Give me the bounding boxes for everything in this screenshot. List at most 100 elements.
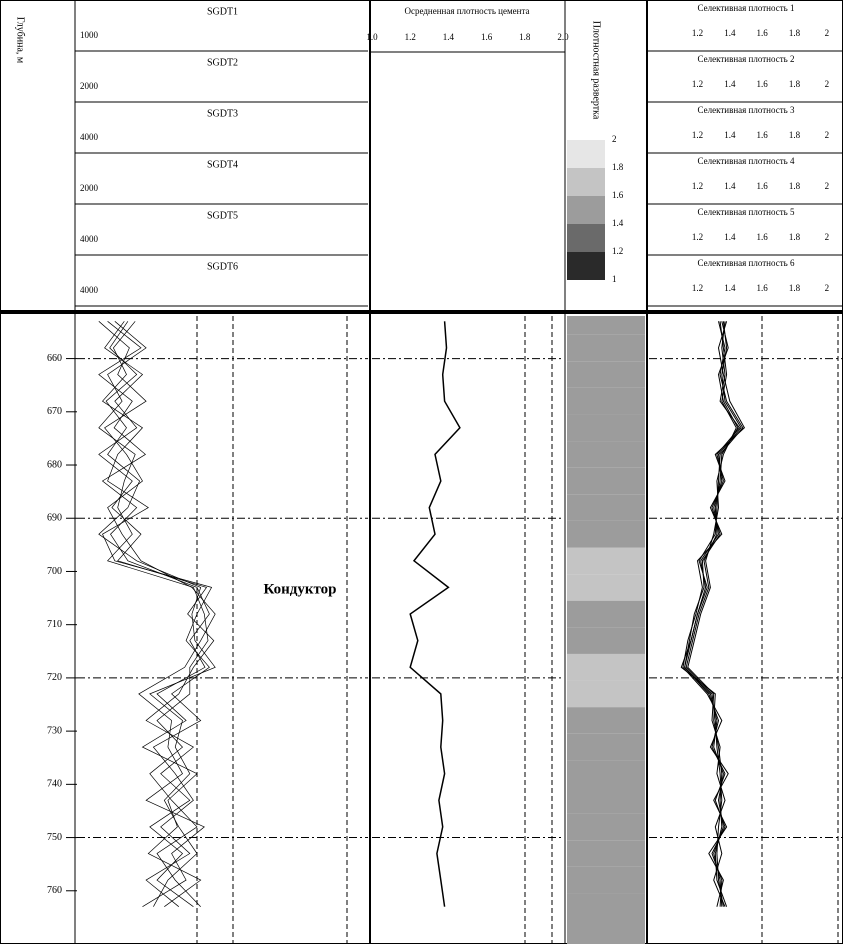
log-curve [101, 321, 213, 907]
y-tick-label: 740 [47, 779, 62, 790]
legend-tick-label: 1.2 [612, 246, 623, 256]
y-tick-label: 710 [47, 619, 62, 630]
x-tick-label: 1.6 [757, 283, 769, 293]
log-curve [98, 321, 216, 907]
density-cell [567, 707, 645, 734]
x-tick-label: 1.2 [692, 232, 703, 242]
legend-tick-label: 1.4 [612, 218, 624, 228]
density-cell [567, 414, 645, 442]
x-tick-label: 1.6 [481, 32, 493, 42]
x-tick-label: 1.8 [789, 283, 801, 293]
legend-swatch [567, 252, 605, 280]
x-tick-label: 1.2 [692, 28, 703, 38]
track-title: Осредненная плотность цемента [404, 6, 529, 16]
x-tick-label: 1.8 [789, 232, 801, 242]
density-cell [567, 387, 645, 415]
density-cell [567, 893, 645, 944]
density-cell [567, 813, 645, 841]
x-tick-label: 1.4 [724, 181, 736, 191]
x-tick-label: 2 [825, 28, 830, 38]
legend-tick-label: 1.8 [612, 162, 624, 172]
density-cell [567, 520, 645, 548]
x-tick-label: 1.2 [692, 79, 703, 89]
y-tick-label: 760 [47, 885, 62, 896]
x-tick-label: 2 [825, 283, 830, 293]
density-cell [567, 361, 645, 388]
log-curve [687, 321, 737, 907]
y-tick-label: 680 [47, 459, 62, 470]
y-tick-label: 670 [47, 406, 62, 417]
scale-label: 4000 [80, 285, 99, 295]
y-tick-label: 660 [47, 353, 62, 364]
series-name: Селективная плотность 4 [698, 156, 795, 166]
density-cell [567, 574, 645, 601]
series-name: SGDT1 [207, 6, 238, 17]
density-cell [567, 840, 645, 867]
series-name: SGDT4 [207, 159, 238, 170]
x-tick-label: 1.4 [724, 232, 736, 242]
x-tick-label: 1.4 [443, 32, 455, 42]
log-curve [98, 321, 210, 907]
log-curve [682, 321, 746, 907]
depth-axis-label: Глубина, м [15, 17, 26, 64]
density-cell [567, 467, 645, 495]
series-name: Селективная плотность 2 [698, 54, 795, 64]
y-tick-label: 730 [47, 725, 62, 736]
x-tick-label: 2 [825, 79, 830, 89]
legend-tick-label: 1.6 [612, 190, 624, 200]
density-cell [567, 733, 645, 761]
x-tick-label: 1.4 [724, 28, 736, 38]
x-tick-label: 1.8 [789, 79, 801, 89]
series-name: Селективная плотность 6 [698, 258, 795, 268]
series-name: Селективная плотность 1 [698, 3, 795, 13]
annotation: Кондуктор [263, 581, 336, 597]
x-tick-label: 2 [825, 232, 830, 242]
legend-tick-label: 1 [612, 274, 617, 284]
density-cell [567, 653, 645, 681]
legend-swatch [567, 168, 605, 196]
log-curve [684, 321, 741, 907]
density-cell [567, 441, 645, 468]
y-tick-label: 690 [47, 513, 62, 524]
x-tick-label: 1.2 [405, 32, 416, 42]
series-name: SGDT6 [207, 261, 238, 272]
legend-swatch [567, 196, 605, 224]
x-tick-label: 1.4 [724, 130, 736, 140]
density-cell [567, 547, 645, 575]
density-cell [567, 334, 645, 362]
log-curve [98, 321, 209, 907]
log-curve [409, 321, 461, 907]
legend-tick-label: 2 [612, 134, 617, 144]
x-tick-label: 1.8 [789, 28, 801, 38]
series-name: Селективная плотность 5 [698, 207, 795, 217]
density-cell [567, 787, 645, 814]
density-cell [567, 316, 645, 335]
log-curve [680, 321, 744, 907]
x-tick-label: 1.6 [757, 130, 769, 140]
track-title: Плотностная развертка [591, 21, 602, 120]
x-tick-label: 2.0 [557, 32, 569, 42]
x-tick-label: 1.6 [757, 79, 769, 89]
log-curve [684, 321, 742, 907]
legend-swatch [567, 140, 605, 168]
x-tick-label: 1.8 [519, 32, 531, 42]
x-tick-label: 1.8 [789, 130, 801, 140]
x-tick-label: 1.4 [724, 79, 736, 89]
series-name: SGDT3 [207, 108, 238, 119]
series-name: Селективная плотность 3 [698, 105, 795, 115]
y-tick-label: 750 [47, 832, 62, 843]
x-tick-label: 1.6 [757, 232, 769, 242]
density-cell [567, 866, 645, 894]
x-tick-label: 2 [825, 130, 830, 140]
x-tick-label: 1.6 [757, 181, 769, 191]
density-cell [567, 680, 645, 708]
scale-label: 2000 [80, 183, 99, 193]
x-tick-label: 1.2 [692, 181, 703, 191]
y-tick-label: 700 [47, 566, 62, 577]
x-tick-label: 1.2 [692, 283, 703, 293]
legend-swatch [567, 224, 605, 252]
x-tick-label: 1.2 [692, 130, 703, 140]
y-tick-label: 720 [47, 672, 62, 683]
scale-label: 4000 [80, 234, 99, 244]
